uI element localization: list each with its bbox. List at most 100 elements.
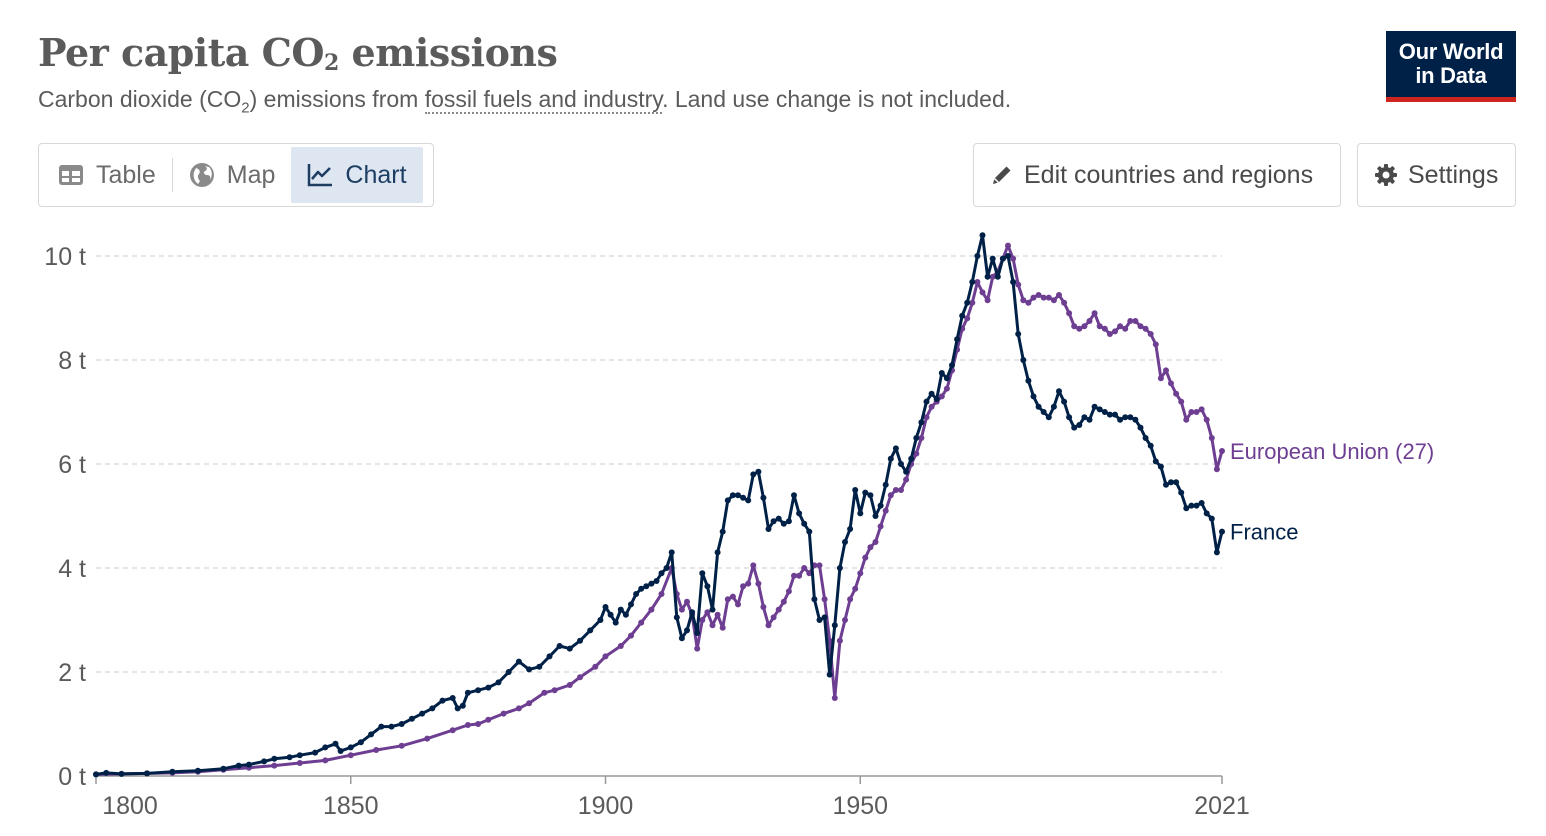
data-point-eu: [1030, 294, 1037, 301]
data-point-france: [684, 627, 690, 634]
data-point-eu: [1208, 435, 1215, 441]
data-point-eu: [1056, 292, 1062, 298]
data-point-france: [628, 601, 634, 608]
data-point-france: [709, 606, 716, 613]
data-point-eu: [694, 645, 701, 652]
data-point-france: [898, 461, 904, 467]
data-point-eu: [1173, 390, 1180, 397]
data-point-eu: [821, 596, 828, 603]
data-point-france: [831, 622, 838, 629]
data-point-france: [1183, 505, 1190, 512]
owid-logo[interactable]: Our World in Data: [1386, 31, 1516, 102]
data-point-france: [928, 390, 935, 397]
data-point-eu: [373, 747, 380, 753]
data-point-eu: [923, 414, 930, 421]
gear-icon: [1375, 164, 1397, 186]
data-point-france: [1010, 279, 1017, 285]
data-point-france: [903, 468, 910, 475]
data-point-france: [633, 591, 640, 597]
data-point-eu: [1168, 380, 1174, 387]
data-point-france: [791, 492, 797, 499]
edit-countries-button[interactable]: Edit countries and regions: [973, 143, 1341, 207]
data-point-eu: [918, 435, 925, 441]
data-point-eu: [1157, 375, 1164, 382]
chart-title: Per capita CO2 emissions: [38, 30, 558, 76]
data-point-france: [852, 487, 859, 493]
data-point-france: [398, 721, 405, 727]
data-point-france: [842, 539, 848, 545]
data-point-france: [1198, 500, 1205, 506]
data-point-eu: [989, 273, 996, 280]
data-point-eu: [296, 760, 303, 766]
data-point-france: [984, 273, 991, 280]
data-point-eu: [979, 289, 986, 296]
data-point-france: [1137, 424, 1144, 431]
data-point-eu: [877, 523, 884, 530]
chart-subtitle: Carbon dioxide (CO2) emissions from foss…: [38, 86, 1011, 117]
data-point-france: [495, 679, 502, 686]
data-point-eu: [857, 570, 864, 577]
data-point-eu: [928, 403, 935, 410]
series-line-france: [95, 233, 1224, 776]
data-point-france: [887, 455, 894, 462]
data-point-france: [994, 273, 1001, 280]
data-point-eu: [1163, 367, 1169, 374]
data-point-eu: [1213, 466, 1220, 473]
data-point-eu: [1178, 398, 1185, 405]
data-point-france: [673, 614, 680, 621]
data-point-france: [836, 565, 843, 571]
data-point-eu: [1188, 409, 1195, 415]
data-point-france: [1086, 416, 1093, 423]
data-point-eu: [1183, 416, 1190, 423]
data-point-france: [332, 740, 339, 747]
data-point-eu: [760, 604, 767, 610]
data-point-france: [949, 362, 955, 369]
data-point-eu: [322, 757, 329, 764]
data-point-france: [1122, 414, 1129, 421]
data-point-france: [357, 739, 364, 746]
fossil-fuels-link[interactable]: fossil fuels and industry: [424, 86, 663, 114]
data-point-france: [419, 710, 426, 717]
data-point-eu: [1071, 323, 1078, 330]
tab-table[interactable]: Table: [42, 147, 172, 203]
series-lines: [93, 232, 1225, 778]
series-labels: European Union (27) France: [1230, 439, 1434, 545]
data-point-eu: [1020, 297, 1027, 304]
data-point-france: [862, 489, 869, 496]
data-point-france: [1005, 253, 1011, 259]
data-point-france: [694, 630, 701, 636]
data-point-france: [801, 520, 808, 527]
data-point-france: [979, 232, 986, 239]
logo-line-2: in Data: [1415, 63, 1487, 88]
data-point-france: [999, 255, 1006, 262]
data-point-eu: [648, 606, 655, 613]
data-point-eu: [709, 622, 716, 629]
data-point-eu: [892, 487, 899, 493]
data-point-eu: [684, 598, 690, 605]
data-point-eu: [729, 593, 736, 600]
data-point-france: [144, 770, 150, 777]
data-point-france: [770, 518, 777, 525]
data-point-eu: [842, 617, 848, 623]
data-point-france: [796, 510, 803, 517]
data-point-eu: [938, 393, 945, 400]
data-point-france: [678, 635, 685, 642]
data-point-eu: [1106, 331, 1113, 337]
tab-map[interactable]: Map: [173, 147, 292, 203]
data-point-france: [235, 762, 242, 769]
data-point-eu: [1112, 328, 1118, 335]
data-point-eu: [617, 643, 624, 649]
data-point-eu: [500, 710, 507, 717]
data-point-france: [872, 513, 879, 519]
subtitle-mid: ) emissions from: [249, 86, 425, 112]
edit-countries-label: Edit countries and regions: [1024, 160, 1314, 189]
series-eu: [93, 242, 1225, 778]
data-point-eu: [1132, 318, 1139, 324]
data-point-eu: [1203, 416, 1210, 423]
tab-chart[interactable]: Chart: [291, 147, 423, 203]
data-point-france: [780, 520, 787, 527]
data-point-eu: [566, 682, 573, 688]
x-tick-label: 1850: [323, 792, 379, 820]
settings-button[interactable]: Settings: [1357, 143, 1516, 207]
data-point-france: [505, 669, 512, 675]
